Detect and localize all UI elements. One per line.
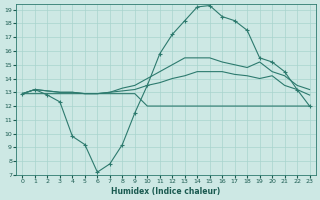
X-axis label: Humidex (Indice chaleur): Humidex (Indice chaleur) — [111, 187, 221, 196]
